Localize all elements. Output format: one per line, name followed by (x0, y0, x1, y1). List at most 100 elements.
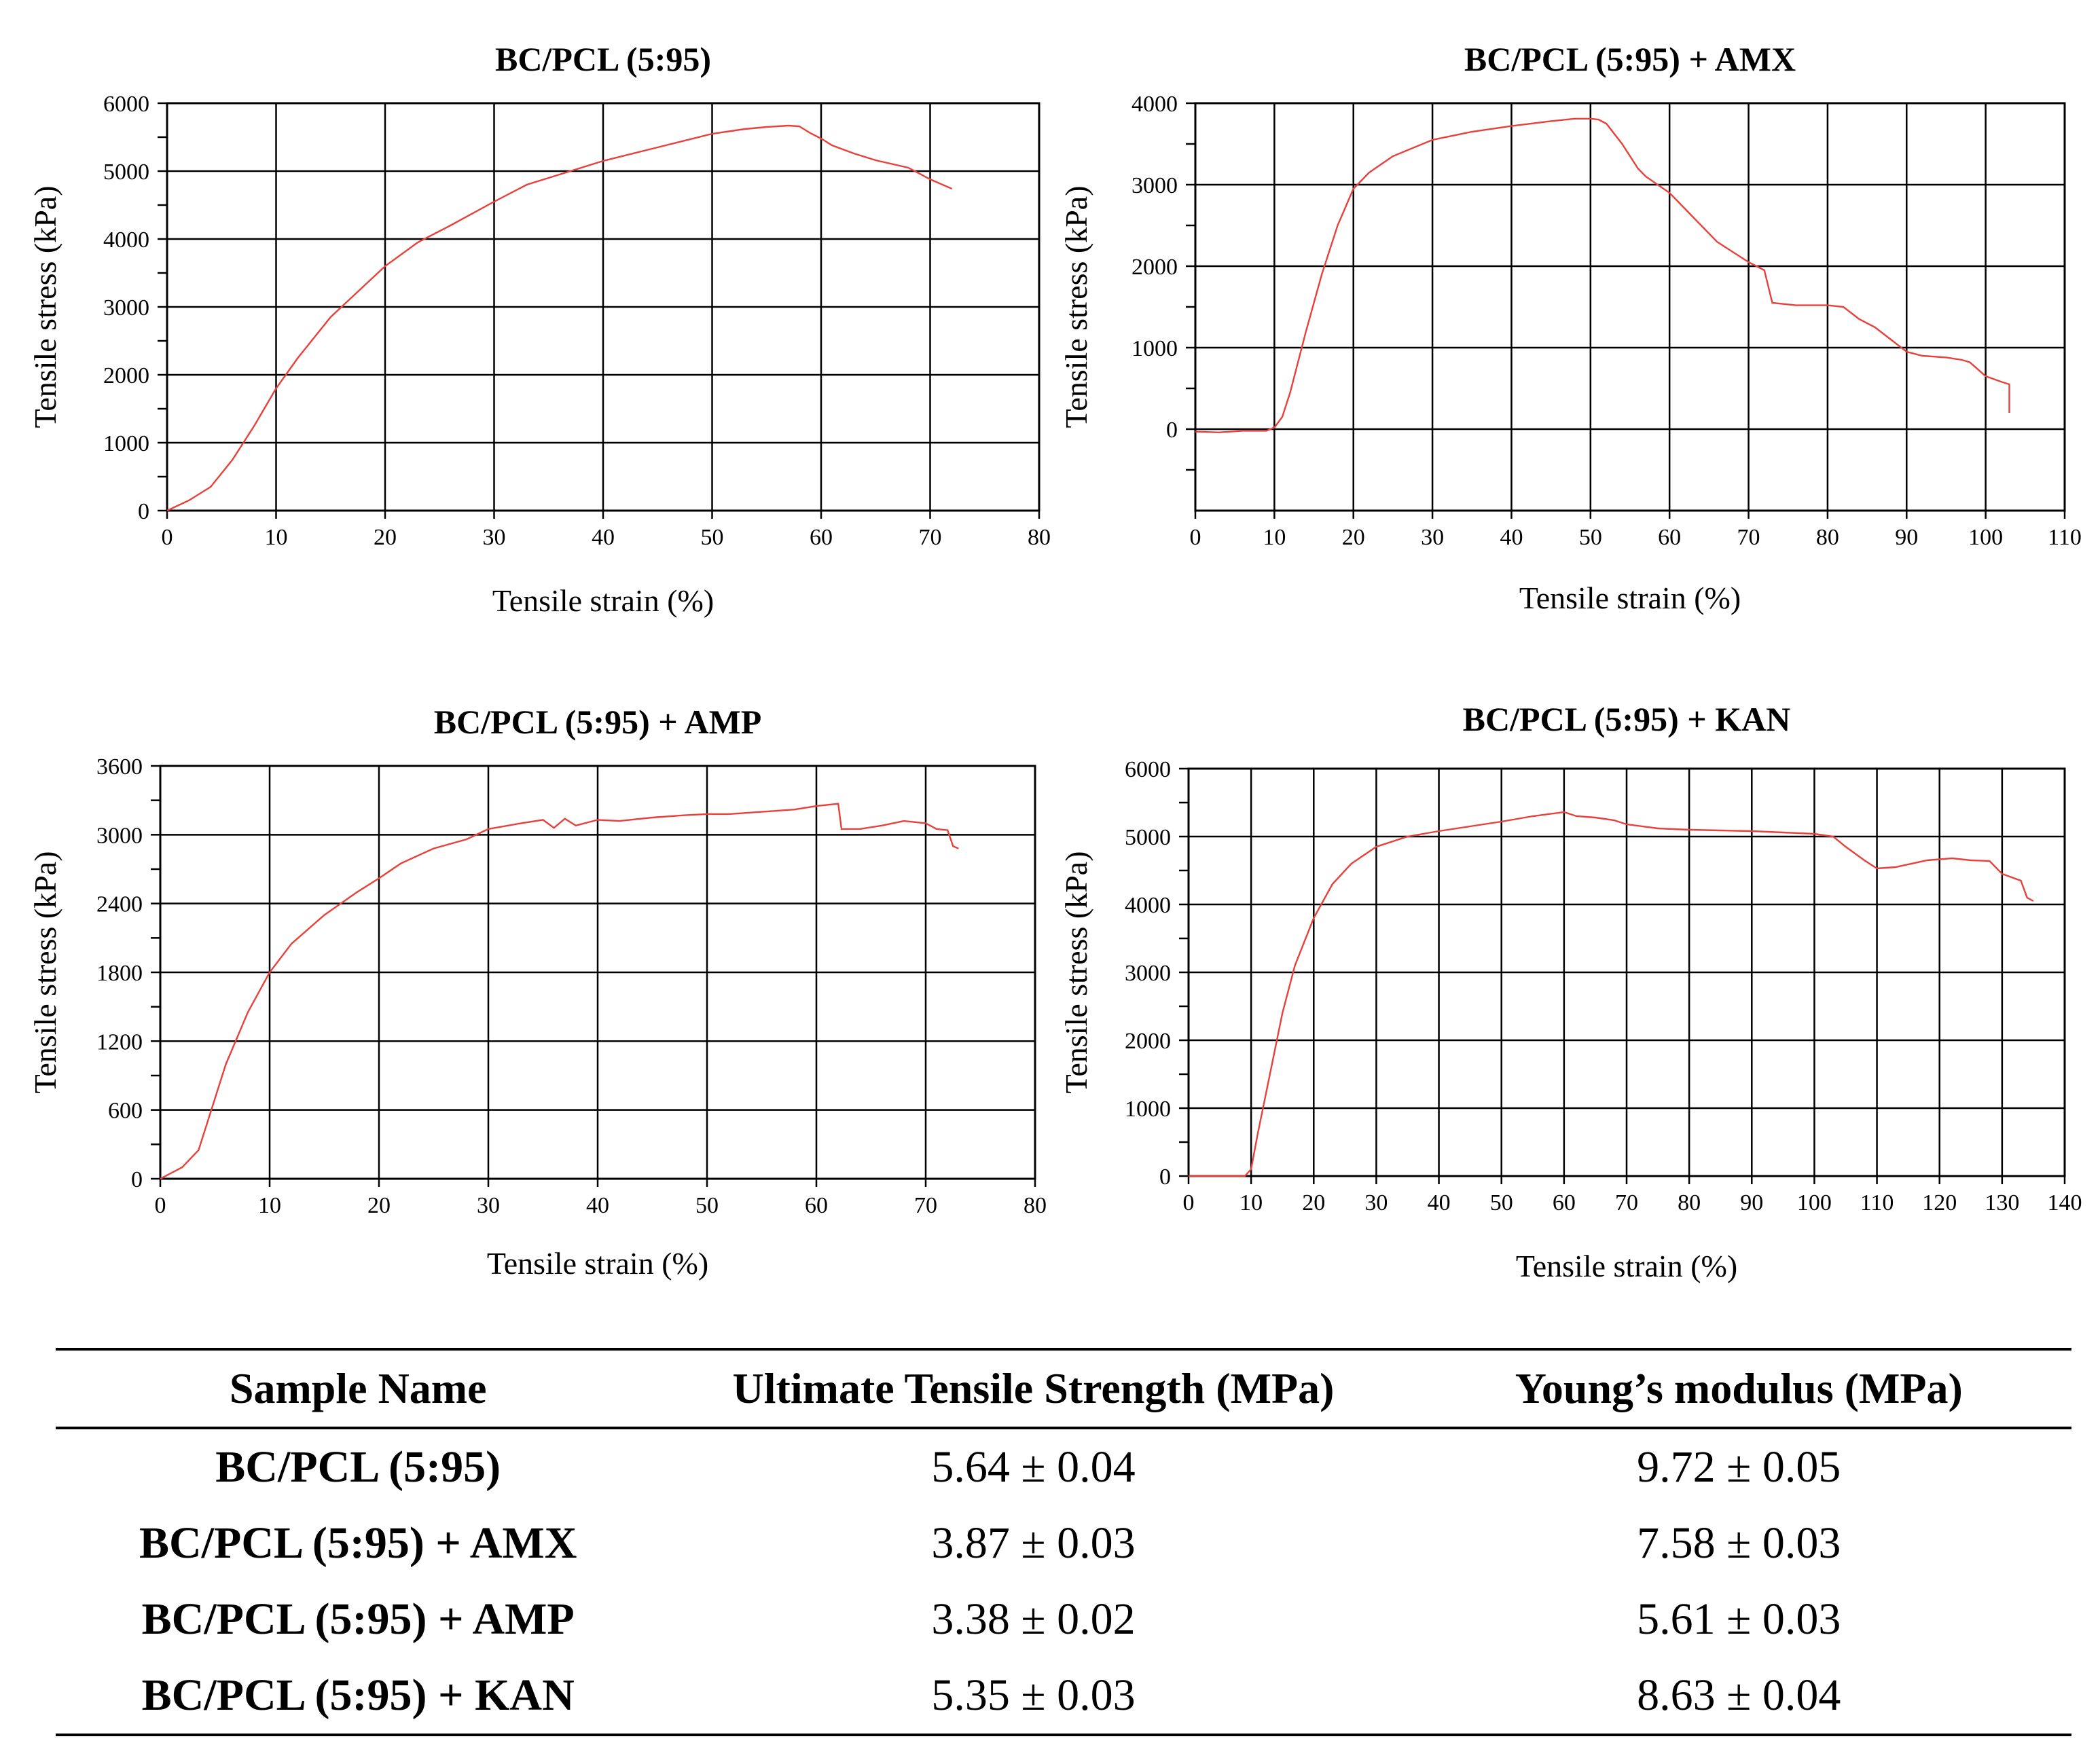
x-tick-label: 0 (1190, 525, 1201, 550)
y-tick-label: 600 (108, 1099, 143, 1124)
x-tick-label: 40 (1500, 525, 1523, 550)
plot-frame (159, 765, 1036, 1180)
x-major-ticks (1187, 1176, 2066, 1184)
y-tick-label: 6000 (103, 92, 149, 117)
chart-title: BC/PCL (5:95) + AMX (1464, 40, 1796, 78)
header-youngs-modulus: Young’s modulus (MPa) (1515, 1364, 1963, 1412)
y-minor-ticks (1179, 767, 1189, 1177)
modulus-cell: 7.58 ± 0.03 (1637, 1518, 1841, 1568)
sample-name-cell: BC/PCL (5:95) + KAN (141, 1670, 575, 1720)
y-axis-label: Tensile stress (kPa) (1059, 851, 1093, 1093)
x-tick-label: 10 (1239, 1190, 1263, 1215)
modulus-cell: 8.63 ± 0.04 (1637, 1670, 1841, 1720)
y-tick-label: 2000 (1125, 1029, 1171, 1054)
sample-name-cell: BC/PCL (5:95) + AMX (139, 1518, 577, 1568)
modulus-cell: 5.61 ± 0.03 (1637, 1594, 1841, 1644)
y-tick-label: 0 (1159, 1165, 1171, 1190)
y-tick-label: 2400 (96, 892, 143, 917)
table-row: BC/PCL (5:95) + AMX 3.87 ± 0.03 7.58 ± 0… (56, 1505, 2071, 1581)
y-axis-label: Tensile stress (kPa) (28, 185, 62, 428)
y-axis-label: Tensile stress (kPa) (28, 851, 62, 1093)
x-tick-label: 90 (1740, 1190, 1763, 1215)
x-tick-label: 50 (1579, 525, 1602, 550)
x-tick-label: 50 (695, 1193, 719, 1218)
header-sample-name: Sample Name (229, 1364, 487, 1412)
modulus-cell: 9.72 ± 0.05 (1637, 1442, 1841, 1492)
y-tick-label: 1000 (103, 431, 149, 456)
y-tick-label: 5000 (103, 160, 149, 185)
x-major-ticks (166, 511, 1040, 519)
uts-cell: 5.35 ± 0.03 (931, 1670, 1136, 1720)
x-tick-labels: 0 10 20 30 40 50 60 70 80 90 100 110 120 130 140 (1183, 1190, 2082, 1215)
x-axis-label: Tensile strain (%) (487, 1246, 708, 1281)
mechanical-properties-table: Sample Name Ultimate Tensile Strength (M… (56, 1348, 2071, 1736)
x-tick-label: 40 (1428, 1190, 1451, 1215)
header-ultimate-tensile-strength: Ultimate Tensile Strength (MPa) (732, 1364, 1335, 1412)
gridlines (160, 766, 1035, 1179)
plot-frame (1194, 102, 2066, 512)
y-tick-labels: 0 1000 2000 3000 4000 5000 6000 (103, 92, 149, 524)
x-tick-label: 70 (914, 1193, 937, 1218)
chart-title: BC/PCL (5:95) + KAN (1463, 700, 1791, 738)
x-tick-label: 70 (1737, 525, 1760, 550)
y-tick-label: 3000 (1132, 173, 1178, 198)
chart-panel-3: BC/PCL (5:95) + AMP 0 10 20 30 40 50 60 70 80 0 600… (28, 703, 1047, 1281)
y-tick-label: 4000 (103, 227, 149, 253)
x-tick-label: 130 (1985, 1190, 2019, 1215)
chart-panel-4: BC/PCL (5:95) + KAN 0 10 20 30 40 50 60 70 80 90 10… (1059, 700, 2082, 1283)
y-tick-labels: 0 600 1200 1800 2400 3000 3600 (96, 754, 143, 1192)
x-tick-label: 20 (1302, 1190, 1325, 1215)
y-tick-label: 5000 (1125, 825, 1171, 850)
y-minor-ticks (151, 765, 160, 1180)
chart-panel-2: BC/PCL (5:95) + AMX 0 10 20 30 40 50 60 70 80 90 10… (1059, 40, 2082, 615)
gridlines (167, 103, 1039, 511)
x-tick-label: 10 (1263, 525, 1286, 550)
x-tick-label: 50 (1490, 1190, 1513, 1215)
sample-name-cell: BC/PCL (5:95) (215, 1442, 501, 1492)
uts-cell: 3.87 ± 0.03 (931, 1518, 1136, 1568)
x-axis-label: Tensile strain (%) (1519, 581, 1741, 615)
x-tick-labels: 0 10 20 30 40 50 60 70 80 (155, 1193, 1047, 1218)
x-tick-label: 120 (1922, 1190, 1957, 1215)
y-tick-label: 0 (1166, 418, 1178, 443)
table-row: BC/PCL (5:95) + AMP 3.38 ± 0.02 5.61 ± 0… (56, 1581, 2071, 1657)
x-tick-label: 40 (592, 525, 615, 550)
y-tick-label: 0 (131, 1167, 143, 1192)
x-tick-label: 100 (1797, 1190, 1832, 1215)
x-tick-label: 20 (1342, 525, 1365, 550)
y-tick-label: 6000 (1125, 757, 1171, 782)
x-tick-label: 110 (2048, 525, 2082, 550)
tensile-charts: BC/PCL (5:95)0 10 20 30 40 50 60 70 800100020003… (28, 40, 2082, 1283)
x-tick-label: 80 (1816, 525, 1839, 550)
x-tick-label: 100 (1968, 525, 2003, 550)
stress-strain-curve (1189, 811, 2034, 1177)
y-tick-label: 1800 (96, 961, 143, 986)
y-tick-label: 2000 (1132, 255, 1178, 280)
x-tick-label: 30 (1421, 525, 1444, 550)
y-tick-label: 1200 (96, 1029, 143, 1055)
x-tick-label: 20 (367, 1193, 391, 1218)
x-tick-label: 40 (586, 1193, 609, 1218)
x-tick-label: 30 (1364, 1190, 1388, 1215)
x-major-ticks (159, 1179, 1036, 1187)
y-tick-label: 0 (138, 499, 149, 524)
y-tick-labels: 0 1000 2000 3000 4000 (1132, 92, 1178, 443)
x-tick-label: 0 (162, 525, 173, 550)
x-tick-label: 80 (1028, 525, 1051, 550)
table-row: BC/PCL (5:95) + KAN 5.35 ± 0.03 8.63 ± 0… (56, 1657, 2071, 1735)
properties-table: Sample Name Ultimate Tensile Strength (M… (56, 1348, 2071, 1736)
x-tick-label: 0 (1183, 1190, 1195, 1215)
stress-strain-curve (160, 803, 959, 1180)
x-tick-label: 10 (258, 1193, 281, 1218)
x-tick-label: 60 (1553, 1190, 1576, 1215)
y-tick-label: 1000 (1132, 336, 1178, 361)
x-major-ticks (1194, 511, 2066, 519)
uts-cell: 5.64 ± 0.04 (931, 1442, 1136, 1492)
y-tick-label: 1000 (1125, 1097, 1171, 1122)
gridlines (1195, 103, 2065, 511)
plot-frame (166, 102, 1040, 512)
y-tick-label: 4000 (1125, 893, 1171, 918)
y-tick-label: 3000 (96, 823, 143, 848)
x-axis-label: Tensile strain (%) (1516, 1249, 1737, 1283)
gridlines (1189, 769, 2065, 1176)
